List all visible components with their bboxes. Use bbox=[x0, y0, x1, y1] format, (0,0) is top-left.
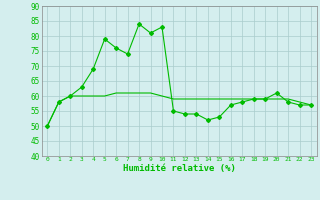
X-axis label: Humidité relative (%): Humidité relative (%) bbox=[123, 164, 236, 173]
